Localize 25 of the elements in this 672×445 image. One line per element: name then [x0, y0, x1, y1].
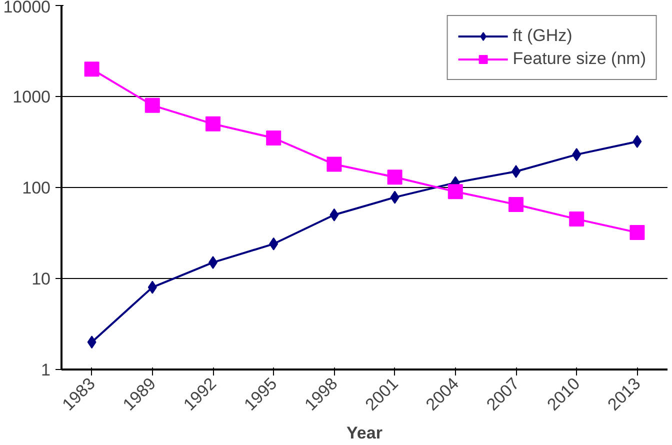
- point: [269, 237, 278, 250]
- point: [144, 98, 160, 113]
- point: [206, 116, 220, 132]
- point: [630, 225, 645, 240]
- y-tick-label: 10: [32, 270, 51, 288]
- point: [632, 135, 642, 148]
- y-tick-label: 1000: [12, 88, 51, 106]
- point: [148, 280, 157, 294]
- point: [448, 184, 463, 200]
- y-tick-label: 1: [41, 360, 51, 380]
- legend-label: Feature size (nm): [512, 49, 646, 69]
- point: [508, 197, 524, 212]
- point: [84, 62, 100, 77]
- x-axis-title: Year: [346, 424, 383, 443]
- point: [326, 156, 342, 172]
- point: [330, 208, 339, 222]
- point: [266, 130, 282, 146]
- point: [572, 148, 582, 162]
- y-tick-label: 10000: [3, 0, 51, 16]
- point: [387, 170, 402, 185]
- legend-label: ft (GHz): [512, 26, 572, 46]
- point: [87, 336, 96, 349]
- point: [390, 190, 400, 204]
- y-tick-label: 100: [22, 178, 51, 198]
- point: [569, 212, 584, 227]
